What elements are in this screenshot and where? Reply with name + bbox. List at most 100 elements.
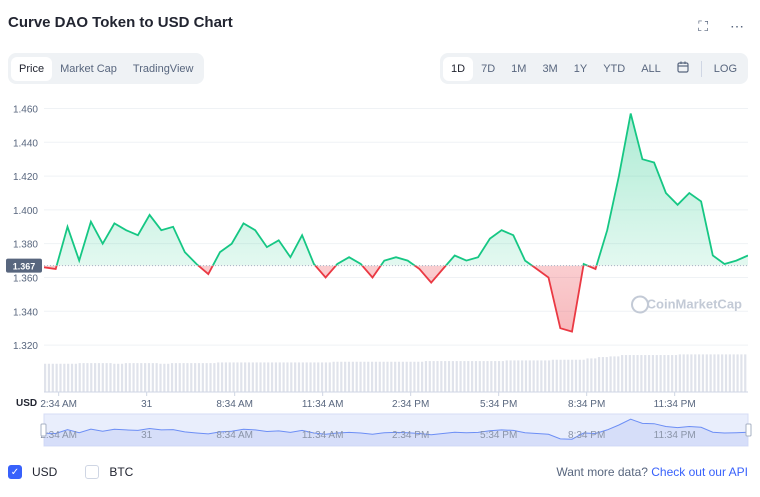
navigator-tick-label: 11:34 AM [302, 430, 344, 441]
volume-bar [736, 354, 739, 392]
volume-bar [436, 361, 439, 392]
volume-bar [474, 361, 478, 392]
volume-bar [309, 362, 312, 392]
volume-bar [47, 363, 51, 392]
volume-bar [201, 363, 204, 392]
volume-bar [370, 361, 374, 392]
volume-bar [590, 358, 593, 392]
volume-bar [701, 354, 705, 392]
volume-bar [351, 361, 354, 392]
x-tick-label: 11:34 AM [302, 399, 344, 410]
volume-bar [170, 363, 174, 392]
volume-bar [251, 362, 254, 392]
volume-bar [140, 363, 143, 392]
volume-bar [224, 362, 228, 392]
volume-bar [667, 355, 670, 392]
price-chart[interactable]: 1.320 1.340 1.360 1.380 1.400 1.420 1.440 1.460… [0, 92, 760, 457]
volume-bar [74, 363, 77, 392]
volume-bar [605, 357, 608, 392]
tab-market-cap[interactable]: Market Cap [60, 62, 117, 75]
volume-bar [282, 362, 285, 392]
volume-bar [463, 361, 466, 392]
volume-bar [301, 362, 304, 392]
volume-bar [497, 361, 501, 392]
volume-bar [297, 362, 301, 392]
volume-bar [647, 355, 651, 392]
range-all[interactable]: ALL [641, 62, 661, 75]
volume-bar [182, 363, 185, 392]
more-icon[interactable]: ⋯ [730, 18, 744, 34]
volume-bar [228, 362, 231, 392]
volume-bar [651, 355, 655, 392]
btc-checkbox[interactable]: BTC [85, 465, 133, 479]
range-7d[interactable]: 7D [481, 62, 496, 75]
y-tick-label: 1.360 [13, 273, 38, 284]
volume-bar [113, 363, 116, 392]
tab-tradingview[interactable]: TradingView [132, 62, 194, 75]
navigator-handle-left[interactable] [40, 423, 47, 437]
range-3m[interactable]: 3M [542, 62, 558, 75]
navigator-tick-label: 8:34 PM [568, 430, 605, 441]
volume-bar [574, 359, 578, 392]
volume-bar [194, 363, 197, 392]
volume-bar [697, 354, 701, 392]
volume-bar [59, 363, 62, 392]
volume-bar [532, 360, 535, 392]
usd-checkbox[interactable]: ✓ USD [8, 465, 57, 479]
volume-bar [217, 362, 220, 392]
volume-bar [94, 363, 97, 392]
volume-bar [359, 361, 362, 392]
volume-bar [278, 362, 281, 392]
volume-bar [355, 361, 358, 392]
range-ytd[interactable]: YTD [603, 62, 626, 75]
volume-bar [263, 362, 266, 392]
range-1d[interactable]: 1D [443, 56, 474, 81]
volume-bar [617, 356, 620, 392]
volume-bar [632, 355, 635, 392]
navigator-tick-label: 31 [141, 430, 153, 441]
volume-bar [159, 363, 162, 392]
calendar-icon[interactable] [669, 55, 697, 82]
volume-bar [724, 354, 728, 392]
volume-bar [740, 354, 743, 392]
check-icon: ✓ [8, 465, 22, 479]
volume-bar [70, 363, 74, 392]
volume-bar [367, 361, 370, 392]
volume-bar [305, 362, 308, 392]
volume-bar [521, 360, 524, 392]
volume-bar [597, 357, 601, 392]
volume-bar [705, 354, 708, 392]
range-1m[interactable]: 1M [511, 62, 527, 75]
volume-bar [167, 363, 170, 392]
volume-bar [613, 356, 616, 392]
x-tick-label: 2:34 PM [392, 399, 429, 410]
volume-bar [401, 361, 404, 392]
volume-bar [524, 360, 528, 392]
volume-bar [721, 354, 724, 392]
volume-bar [178, 363, 181, 392]
log-toggle[interactable]: LOG [713, 62, 737, 75]
api-link[interactable]: Check out our API [651, 465, 748, 479]
volume-bar [163, 363, 166, 392]
volume-bar [247, 362, 251, 392]
volume-bar [232, 362, 235, 392]
volume-bar [63, 363, 66, 392]
volume-bar [374, 361, 378, 392]
volume-bar [421, 361, 424, 392]
volume-bar [413, 361, 416, 392]
volume-bar [540, 360, 543, 392]
tab-price[interactable]: Price [11, 56, 53, 81]
volume-bar [432, 361, 435, 392]
volume-bar [155, 363, 158, 392]
volume-bar [501, 361, 504, 392]
volume-bar [324, 362, 328, 392]
volume-bar [132, 363, 135, 392]
range-1y[interactable]: 1Y [573, 62, 588, 75]
navigator-line [43, 418, 749, 440]
navigator-handle-right[interactable] [745, 423, 752, 437]
fullscreen-icon[interactable]: ⛶ [698, 18, 708, 34]
btc-label: BTC [109, 465, 134, 479]
volume-bar [717, 354, 720, 392]
volume-bar [609, 356, 612, 392]
volume-bar [244, 362, 247, 392]
